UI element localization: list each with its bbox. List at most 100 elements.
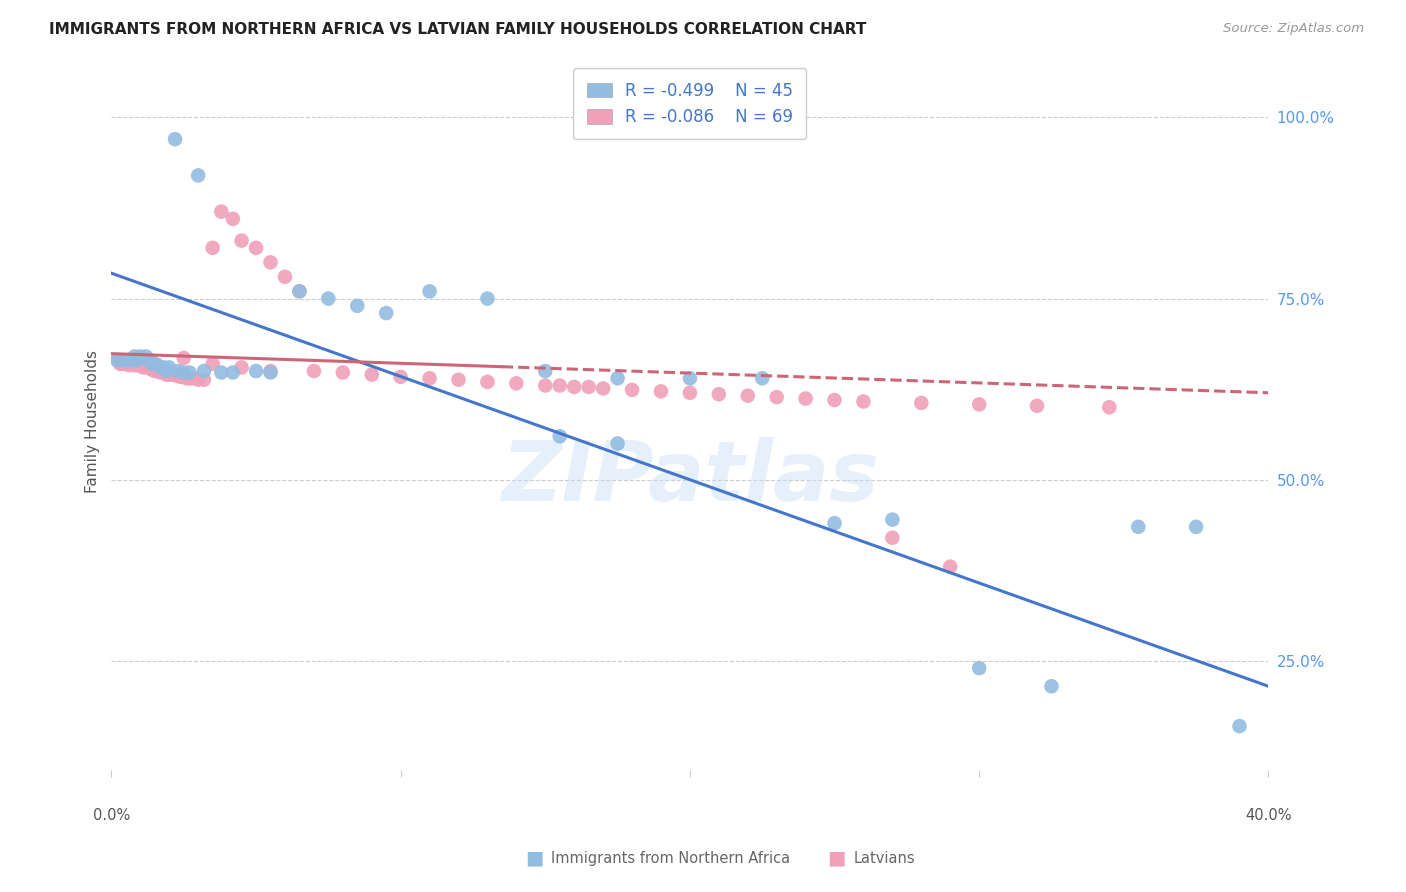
- Point: [505, 376, 527, 391]
- Point: [129, 358, 152, 372]
- Point: [592, 381, 614, 395]
- Point: [882, 512, 904, 526]
- Text: Latvians: Latvians: [853, 851, 915, 865]
- Point: [149, 360, 172, 375]
- Point: [302, 364, 325, 378]
- Point: [111, 357, 134, 371]
- Point: [143, 357, 166, 371]
- Y-axis label: Family Households: Family Households: [86, 351, 100, 493]
- Point: [124, 358, 146, 372]
- Point: [751, 371, 773, 385]
- Point: [121, 353, 143, 368]
- Point: [824, 392, 846, 407]
- Point: [138, 353, 160, 368]
- Point: [135, 360, 157, 375]
- Point: [146, 364, 169, 378]
- Point: [967, 397, 990, 411]
- Point: [245, 241, 267, 255]
- Point: [650, 384, 672, 399]
- Point: [332, 366, 354, 380]
- Point: [1098, 401, 1121, 415]
- Point: [157, 360, 180, 375]
- Point: [108, 357, 131, 371]
- Point: [419, 285, 441, 299]
- Point: [360, 368, 382, 382]
- Point: [794, 392, 817, 406]
- Point: [160, 368, 183, 382]
- Point: [765, 390, 787, 404]
- Point: [157, 368, 180, 382]
- Point: [155, 364, 177, 378]
- Point: [910, 396, 932, 410]
- Point: [115, 357, 138, 371]
- Point: [121, 357, 143, 371]
- Point: [606, 436, 628, 450]
- Point: [375, 306, 398, 320]
- Point: [1026, 399, 1049, 413]
- Point: [274, 269, 297, 284]
- Point: [127, 353, 149, 368]
- Point: [548, 378, 571, 392]
- Point: [105, 353, 128, 368]
- Text: Source: ZipAtlas.com: Source: ZipAtlas.com: [1223, 22, 1364, 36]
- Point: [737, 389, 759, 403]
- Point: [179, 371, 201, 385]
- Point: [163, 368, 186, 382]
- Point: [115, 353, 138, 368]
- Point: [259, 255, 281, 269]
- Point: [108, 353, 131, 368]
- Point: [259, 366, 281, 380]
- Point: [939, 559, 962, 574]
- Point: [163, 132, 186, 146]
- Point: [562, 380, 585, 394]
- Point: [118, 358, 141, 372]
- Point: [124, 350, 146, 364]
- Point: [135, 350, 157, 364]
- Point: [152, 360, 174, 375]
- Point: [259, 364, 281, 378]
- Point: [534, 378, 557, 392]
- Point: [288, 285, 311, 299]
- Point: [967, 661, 990, 675]
- Text: IMMIGRANTS FROM NORTHERN AFRICA VS LATVIAN FAMILY HOUSEHOLDS CORRELATION CHART: IMMIGRANTS FROM NORTHERN AFRICA VS LATVI…: [49, 22, 866, 37]
- Point: [193, 373, 215, 387]
- Legend: R = -0.499    N = 45, R = -0.086    N = 69: R = -0.499 N = 45, R = -0.086 N = 69: [574, 69, 807, 139]
- Text: ZIPatlas: ZIPatlas: [501, 437, 879, 518]
- Text: ■: ■: [827, 848, 846, 868]
- Point: [245, 364, 267, 378]
- Point: [231, 234, 253, 248]
- Point: [222, 366, 245, 380]
- Point: [288, 285, 311, 299]
- Point: [127, 358, 149, 372]
- Point: [152, 366, 174, 380]
- Text: 40.0%: 40.0%: [1246, 808, 1292, 823]
- Point: [209, 204, 232, 219]
- Point: [852, 394, 875, 409]
- Point: [824, 516, 846, 531]
- Point: [231, 360, 253, 375]
- Point: [1185, 520, 1208, 534]
- Point: [419, 371, 441, 385]
- Point: [606, 371, 628, 385]
- Point: [679, 385, 702, 400]
- Point: [176, 371, 198, 385]
- Point: [1040, 679, 1063, 693]
- Point: [179, 366, 201, 380]
- Point: [181, 371, 204, 385]
- Point: [138, 360, 160, 375]
- Point: [1128, 520, 1150, 534]
- Point: [389, 369, 412, 384]
- Point: [149, 366, 172, 380]
- Point: [447, 373, 470, 387]
- Point: [105, 353, 128, 368]
- Point: [621, 383, 644, 397]
- Point: [222, 211, 245, 226]
- Text: ■: ■: [524, 848, 544, 868]
- Point: [141, 357, 163, 371]
- Point: [167, 364, 190, 378]
- Point: [193, 364, 215, 378]
- Point: [155, 368, 177, 382]
- Point: [167, 369, 190, 384]
- Point: [578, 380, 600, 394]
- Point: [173, 369, 195, 384]
